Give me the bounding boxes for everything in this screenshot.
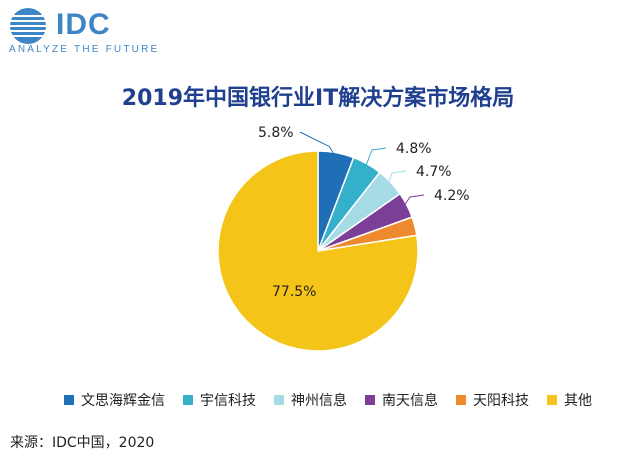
slice-data-label: 77.5% <box>272 284 316 300</box>
legend-swatch <box>365 395 375 405</box>
pie-chart: 5.8% 4.8% 4.7% 4.2% 77.5% <box>217 125 470 352</box>
legend-label: 文思海辉金信 <box>81 393 165 409</box>
pie-slice <box>217 150 419 352</box>
legend-item: 其他 <box>547 390 592 410</box>
legend-swatch <box>274 395 284 405</box>
slice-data-label: 4.2% <box>434 188 470 204</box>
slice-data-label: 5.8% <box>258 125 294 141</box>
slice-leader-line <box>402 194 425 208</box>
legend-label: 神州信息 <box>291 393 347 409</box>
legend-label: 其他 <box>564 393 592 409</box>
logo-tagline: ANALYZE THE FUTURE <box>9 44 160 55</box>
legend-item: 南天信息 <box>365 390 438 410</box>
slice-leader-line <box>299 131 336 157</box>
slice-data-label: 4.7% <box>416 164 452 180</box>
slice-data-label: 4.8% <box>396 141 432 157</box>
slice-leader-line <box>364 147 387 168</box>
legend-swatch <box>456 395 466 405</box>
logo-wordmark: IDC <box>56 8 111 41</box>
idc-logo: IDC ANALYZE THE FUTURE <box>8 6 160 55</box>
legend-label: 宇信科技 <box>200 393 256 409</box>
legend-item: 神州信息 <box>274 390 347 410</box>
chart-legend: 文思海辉金信 宇信科技 神州信息 南天信息 天阳科技 其他 <box>64 390 610 410</box>
idc-globe-icon <box>10 8 46 44</box>
chart-title: 2019年中国银行业IT解决方案市场格局 <box>121 86 515 111</box>
slice-leader-line <box>387 170 407 186</box>
legend-swatch <box>183 395 193 405</box>
legend-label: 天阳科技 <box>473 393 529 409</box>
legend-item: 宇信科技 <box>183 390 256 410</box>
source-note: 来源：IDC中国，2020 <box>10 435 155 451</box>
legend-label: 南天信息 <box>382 393 438 409</box>
legend-swatch <box>547 395 557 405</box>
legend-swatch <box>64 395 74 405</box>
legend-item: 天阳科技 <box>456 390 529 410</box>
legend-item: 文思海辉金信 <box>64 390 165 410</box>
